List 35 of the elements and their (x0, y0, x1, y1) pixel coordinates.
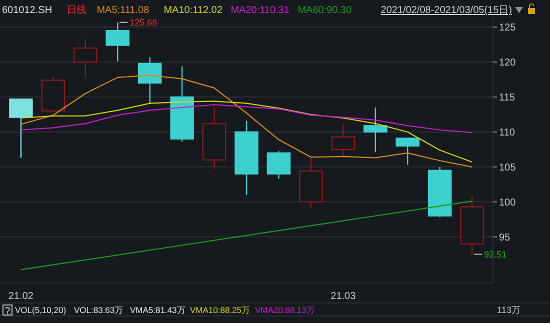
text: 113万 (497, 305, 520, 315)
candlestick (396, 138, 420, 166)
y-tick-label: 120 (499, 58, 516, 69)
y-tick-label: 95 (499, 232, 511, 244)
text: VOL(5,10,20) (15, 305, 66, 315)
candlestick (331, 124, 356, 158)
text: 2021/02/08-2021/03/05(15日) (380, 5, 512, 16)
candlestick (106, 22, 130, 62)
text: VOL:83.63万 (74, 305, 124, 315)
line-series (20, 200, 473, 270)
candlestick (9, 98, 33, 158)
x-tick-label: 21.03 (330, 291, 356, 302)
text: VMA5:81.43万 (130, 305, 186, 315)
annotation: 125.68 (130, 17, 158, 28)
candlestick (266, 150, 291, 180)
x-tick-label: 21.02 (8, 291, 34, 302)
line-series (20, 104, 473, 134)
text: VMA20:88.13万 (255, 305, 316, 315)
text: VMA10:88.25万 (190, 305, 251, 315)
chart-subtitle: 日线 (66, 4, 87, 16)
y-tick-label: 110 (499, 127, 516, 138)
text: MA60:90.30 (298, 5, 352, 16)
y-tick-label: 125 (499, 22, 516, 34)
y-tick-label: 115 (499, 92, 516, 104)
chart-title: 601012.SH (2, 5, 52, 16)
text: MA5:111.08 (96, 5, 150, 16)
annotation: 92.51 (484, 249, 507, 260)
text: MA20:110.31 (230, 5, 290, 16)
y-tick-label: 100 (499, 197, 516, 208)
candlestick (74, 38, 98, 79)
y-tick-label: 105 (499, 162, 516, 174)
text: MA10:112.02 (164, 5, 223, 16)
candlestick (364, 106, 388, 153)
line-series (20, 74, 473, 168)
candlestick (138, 56, 162, 105)
